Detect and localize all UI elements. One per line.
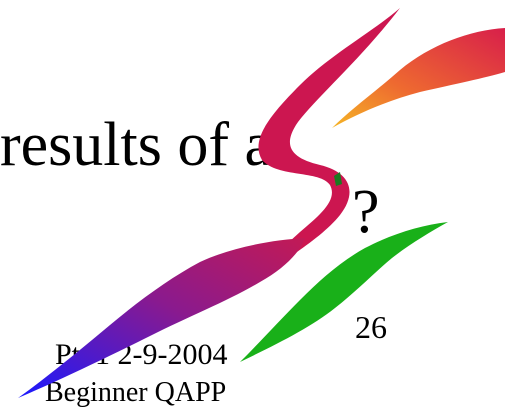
title-line: ? [352, 178, 380, 246]
swoosh-purple [18, 238, 305, 398]
swoosh-red [250, 8, 400, 285]
swoosh-green [240, 222, 448, 362]
swoosh-dot [334, 172, 342, 186]
title-line: results of a [0, 111, 272, 179]
swoosh-orange [332, 28, 505, 128]
page-number: 26 [355, 309, 387, 345]
footer-line: Beginner QAPP [45, 377, 226, 408]
